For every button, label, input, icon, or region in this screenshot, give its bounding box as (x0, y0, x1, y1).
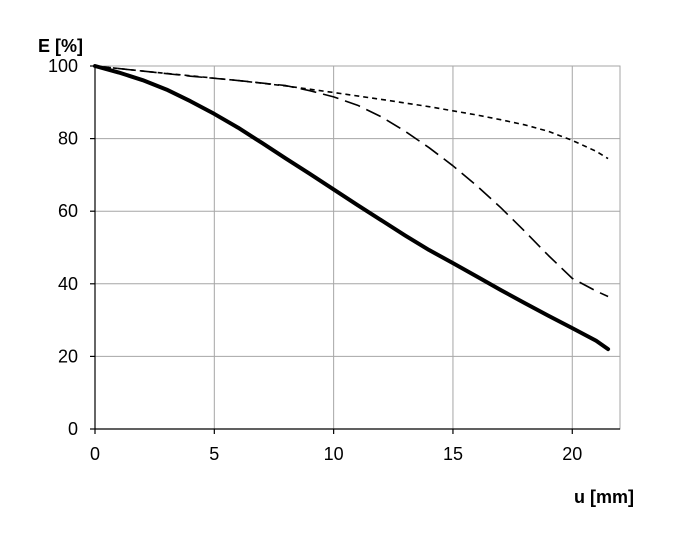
x-tick-label: 10 (324, 444, 344, 464)
plot-area-border (94, 65, 621, 430)
series-line-dotted (94, 65, 609, 160)
y-tick-label: 60 (58, 201, 78, 221)
y-tick-label: 0 (68, 419, 78, 439)
y-tick-label: 20 (58, 346, 78, 366)
x-tick-label: 5 (209, 444, 219, 464)
x-tick-label: 0 (90, 444, 100, 464)
y-tick-label: 80 (58, 129, 78, 149)
x-tick-label: 20 (562, 444, 582, 464)
tick-labels: 0 20 40 60 80 100 0 5 10 15 20 (48, 56, 582, 464)
x-tick-label: 15 (443, 444, 463, 464)
grid (94, 65, 621, 430)
y-tick-label: 100 (48, 56, 78, 76)
series-line-dashed (94, 65, 609, 298)
x-axis-title: u [mm] (574, 487, 634, 507)
axes (90, 65, 620, 434)
y-axis-title: E [%] (38, 36, 83, 56)
y-tick-label: 40 (58, 274, 78, 294)
series-line-solid (93, 64, 611, 352)
series-lines (93, 64, 611, 352)
